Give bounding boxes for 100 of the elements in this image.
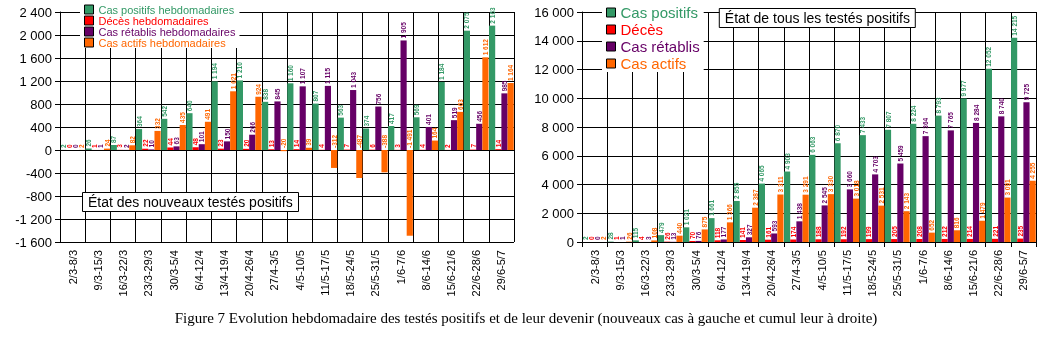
bar (790, 239, 797, 242)
bar (337, 117, 344, 150)
text: État des nouveaux testés positifs (88, 194, 293, 210)
bar (796, 221, 803, 242)
x-tick-label: 16/3-22/3 (117, 250, 130, 297)
bar (154, 130, 161, 150)
bar (186, 113, 193, 150)
bar (884, 129, 892, 242)
y-tick-label: 400 (30, 119, 52, 135)
bar (998, 116, 1005, 242)
y-tick-label: 4 000 (541, 177, 574, 192)
bar (1004, 197, 1011, 242)
bar (192, 147, 199, 150)
y-tick-label: 16 000 (534, 4, 574, 20)
bar (979, 220, 986, 242)
bar (489, 25, 496, 150)
x-tick-label: 1/6-7/6 (916, 250, 929, 285)
bar (916, 239, 923, 242)
x-tick-label: 20/4-26/4 (243, 250, 256, 297)
x-tick-label: 4/5-10/5 (815, 250, 828, 291)
bar (947, 130, 954, 242)
bar (758, 183, 765, 242)
x-tick-label: 30/3-5/4 (689, 250, 702, 291)
bar (1023, 102, 1030, 242)
bar (110, 145, 117, 150)
y-tick-label: 0 (44, 142, 52, 158)
bar (425, 126, 432, 150)
bar (450, 120, 458, 150)
bar (198, 144, 205, 150)
bar (777, 194, 784, 242)
x-tick-label: 23/3-29/3 (142, 250, 155, 297)
bar (167, 147, 174, 150)
x-tick-label: 9/3-15/3 (91, 250, 104, 291)
bar (739, 239, 746, 242)
bar (846, 189, 854, 242)
y-tick-label: 1 200 (19, 73, 52, 89)
bar (903, 211, 910, 242)
bar (356, 150, 363, 178)
legend-label: Cas positifs (620, 4, 699, 21)
bar (236, 80, 243, 150)
x-tick-label: 18/5-24/5 (866, 250, 879, 297)
bar (255, 96, 262, 150)
bar (299, 86, 306, 150)
x-tick-label: 6/4-12/4 (714, 250, 727, 291)
y-tick-label: -400 (25, 165, 52, 181)
bar (406, 150, 413, 236)
x-tick-label: 9/3-15/3 (613, 250, 626, 291)
x-tick-label: 23/3-29/3 (664, 250, 677, 297)
bar (262, 101, 269, 150)
bar (733, 200, 740, 242)
bar (204, 121, 212, 150)
x-tick-label: 16/3-22/3 (639, 250, 652, 297)
bar (891, 239, 898, 242)
bar (482, 57, 489, 150)
bar (381, 150, 388, 173)
bar (676, 235, 683, 242)
legend-label: Cas actifs hebdomadaires (98, 36, 227, 49)
x-tick-label: 30/3-5/4 (167, 250, 180, 291)
bar (701, 229, 708, 242)
bar (865, 239, 873, 242)
y-tick-label: 0 (566, 234, 574, 250)
bar (834, 143, 841, 242)
bar (438, 81, 445, 150)
bar (312, 103, 319, 150)
bar (431, 140, 439, 150)
bar (878, 205, 885, 242)
x-tick-label: 25/5-31/5 (891, 250, 904, 297)
bar (223, 141, 231, 150)
bar (821, 205, 828, 242)
bar (991, 238, 999, 242)
bar (897, 163, 904, 242)
x-tick-label: 15/6-21/6 (444, 250, 457, 297)
bar (1011, 37, 1018, 242)
bar (972, 122, 980, 242)
legend-label: Cas actifs (620, 55, 687, 72)
bar (324, 85, 332, 150)
bar (941, 238, 948, 242)
bar (752, 207, 759, 242)
bar (507, 83, 514, 150)
bar (1029, 180, 1036, 242)
bar (129, 145, 136, 150)
legend-label: Décès hebdomadaires (98, 14, 210, 27)
bar (859, 135, 866, 242)
bar (173, 146, 180, 150)
x-tick-label: 1/6-7/6 (394, 250, 407, 285)
bar (935, 115, 942, 242)
bar (872, 174, 879, 242)
y-tick-label: -1 200 (15, 211, 52, 227)
chart-title: État de tous les testés positifs (724, 10, 911, 26)
bar (985, 68, 992, 242)
y-tick-label: 14 000 (534, 33, 574, 49)
bar (726, 222, 734, 242)
bar (802, 194, 809, 242)
x-tick-label: 8/6-14/6 (419, 250, 432, 291)
x-tick-label: 13/4-19/4 (217, 250, 230, 297)
legend-label: Cas rétablis hebdomadaires (98, 25, 236, 38)
bar (960, 98, 967, 242)
bar (350, 90, 357, 150)
bar (708, 218, 715, 242)
x-tick-label: 20/4-26/4 (765, 250, 778, 297)
